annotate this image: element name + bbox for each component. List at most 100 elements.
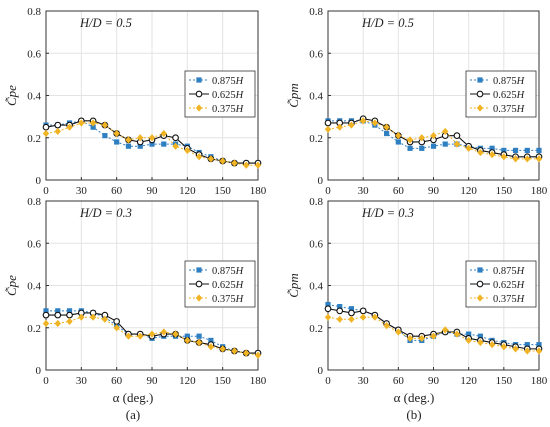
y-tick-label: 0.2 (309, 323, 323, 335)
data-point-0.625H (336, 307, 344, 315)
data-point-0.625H (54, 121, 62, 129)
y-tick-label: 0.4 (309, 91, 323, 103)
x-axis-label-a: α (deg.) (113, 390, 154, 405)
data-point-0.875H (407, 145, 413, 151)
y-tick-label: 0.2 (27, 133, 41, 145)
panel-top-right: 0 30 60 90 120 150 180 0 0.2 0.4 0.6 0.8 C̃pm H/D = 0… (286, 6, 548, 197)
x-tick-label: 30 (358, 375, 370, 387)
x-tick-label: 150 (214, 185, 231, 197)
data-point-0.625H (324, 305, 332, 313)
x-tick-label: 30 (76, 375, 88, 387)
panel-annotation: H/D = 0.3 (79, 206, 132, 220)
legend-label: 0.375H (493, 104, 526, 115)
data-point-0.375H (453, 330, 461, 338)
x-tick-label: 90 (147, 185, 159, 197)
legend-label: 0.875H (493, 266, 526, 277)
data-point-0.375H (231, 347, 238, 355)
data-point-0.375H (172, 330, 179, 338)
data-point-0.375H (324, 125, 332, 133)
data-point-0.375H (42, 129, 50, 138)
y-tick-label: 0 (318, 365, 324, 377)
x-tick-label: 60 (393, 375, 405, 387)
x-tick-label: 60 (111, 375, 123, 387)
y-tick-label: 0 (36, 175, 42, 187)
data-point-0.375H (125, 332, 132, 340)
data-point-0.375H (477, 338, 484, 347)
data-point-0.375H (465, 144, 472, 152)
data-point-0.375H (430, 132, 437, 140)
data-point-0.875H (430, 143, 437, 149)
x-tick-label: 90 (147, 375, 159, 387)
data-point-0.625H (54, 311, 62, 319)
y-tick-label: 0.8 (27, 196, 41, 208)
legend-marker (476, 90, 484, 98)
data-point-0.875H (489, 145, 495, 151)
data-point-0.375H (254, 351, 262, 359)
data-point-0.375H (324, 313, 332, 321)
data-point-0.375H (137, 332, 144, 340)
data-point-0.875H (102, 133, 108, 139)
legend-marker (195, 280, 203, 288)
y-tick-label: 0.2 (309, 133, 323, 145)
legend-label: 0.625H (212, 90, 245, 101)
y-axis-label: C̃pe (4, 275, 19, 296)
y-tick-label: 0 (36, 365, 42, 377)
data-point-0.375H (207, 155, 215, 163)
data-point-0.375H (66, 123, 73, 131)
x-tick-label: 90 (428, 375, 440, 387)
x-tick-label: 0 (325, 375, 331, 387)
data-point-0.875H (536, 342, 542, 348)
legend-marker (476, 104, 484, 112)
panel-bottom-right: 0 30 60 90 120 150 180 0 0.2 0.4 0.6 0.8 C̃pm H/D = 0… (286, 196, 548, 387)
legend: 0.875H 0.625H 0.375H (465, 70, 537, 118)
data-point-0.375H (184, 146, 191, 155)
legend-label: 0.375H (212, 294, 245, 305)
data-point-0.875H (184, 333, 190, 339)
legend-label: 0.375H (212, 104, 245, 115)
data-point-0.375H (371, 119, 379, 127)
data-point-0.375H (418, 334, 425, 342)
y-axis-label: C̃pe (4, 85, 19, 106)
data-point-0.375H (101, 121, 109, 129)
data-point-0.375H (371, 313, 379, 321)
legend-marker (476, 294, 484, 302)
legend-marker (196, 77, 202, 83)
data-point-0.875H (395, 139, 401, 145)
x-tick-label: 180 (531, 375, 548, 387)
data-point-0.375H (430, 332, 437, 340)
data-point-0.375H (254, 161, 262, 169)
data-point-0.375H (219, 345, 226, 353)
data-point-0.375H (395, 328, 402, 336)
data-point-0.375H (535, 155, 543, 163)
y-tick-label: 0.8 (309, 196, 323, 208)
data-point-0.375H (137, 134, 144, 142)
y-tick-label: 0.4 (27, 281, 41, 293)
legend-label: 0.875H (493, 76, 526, 87)
data-point-0.875H (337, 304, 343, 310)
data-point-0.625H (348, 309, 355, 317)
data-point-0.375H (406, 334, 414, 342)
y-tick-label: 0.6 (309, 48, 323, 60)
legend-label: 0.875H (212, 266, 245, 277)
panel-annotation: H/D = 0.5 (361, 16, 414, 30)
data-point-0.875H (161, 141, 167, 147)
data-point-0.875H (90, 124, 96, 130)
data-point-0.625H (42, 311, 50, 319)
data-point-0.875H (325, 301, 331, 308)
panel-top-left: 0 30 60 90 120 150 180 0 0.2 0.4 0.6 0.8 C̃pe H/D = 0… (4, 6, 267, 197)
data-point-0.375H (488, 341, 496, 349)
y-tick-label: 0.4 (309, 281, 323, 293)
data-point-0.375H (524, 347, 531, 355)
data-point-0.375H (465, 336, 472, 345)
data-point-0.875H (208, 337, 214, 344)
data-point-0.375H (243, 161, 250, 169)
data-point-0.375H (524, 155, 531, 163)
legend: 0.875H 0.625H 0.375H (184, 70, 256, 118)
data-point-0.875H (55, 308, 61, 314)
x-tick-label: 120 (179, 185, 196, 197)
data-point-0.375H (442, 127, 449, 136)
data-point-0.625H (66, 311, 73, 319)
x-tick-label: 180 (531, 185, 548, 197)
x-tick-label: 150 (496, 185, 513, 197)
